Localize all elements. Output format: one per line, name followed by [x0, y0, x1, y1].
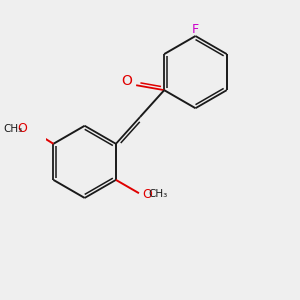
- Text: O: O: [121, 74, 132, 88]
- Text: CH₃: CH₃: [148, 189, 168, 199]
- Text: F: F: [192, 23, 199, 36]
- Text: O: O: [143, 188, 153, 201]
- Text: CH₃: CH₃: [3, 124, 22, 134]
- Text: O: O: [17, 122, 27, 135]
